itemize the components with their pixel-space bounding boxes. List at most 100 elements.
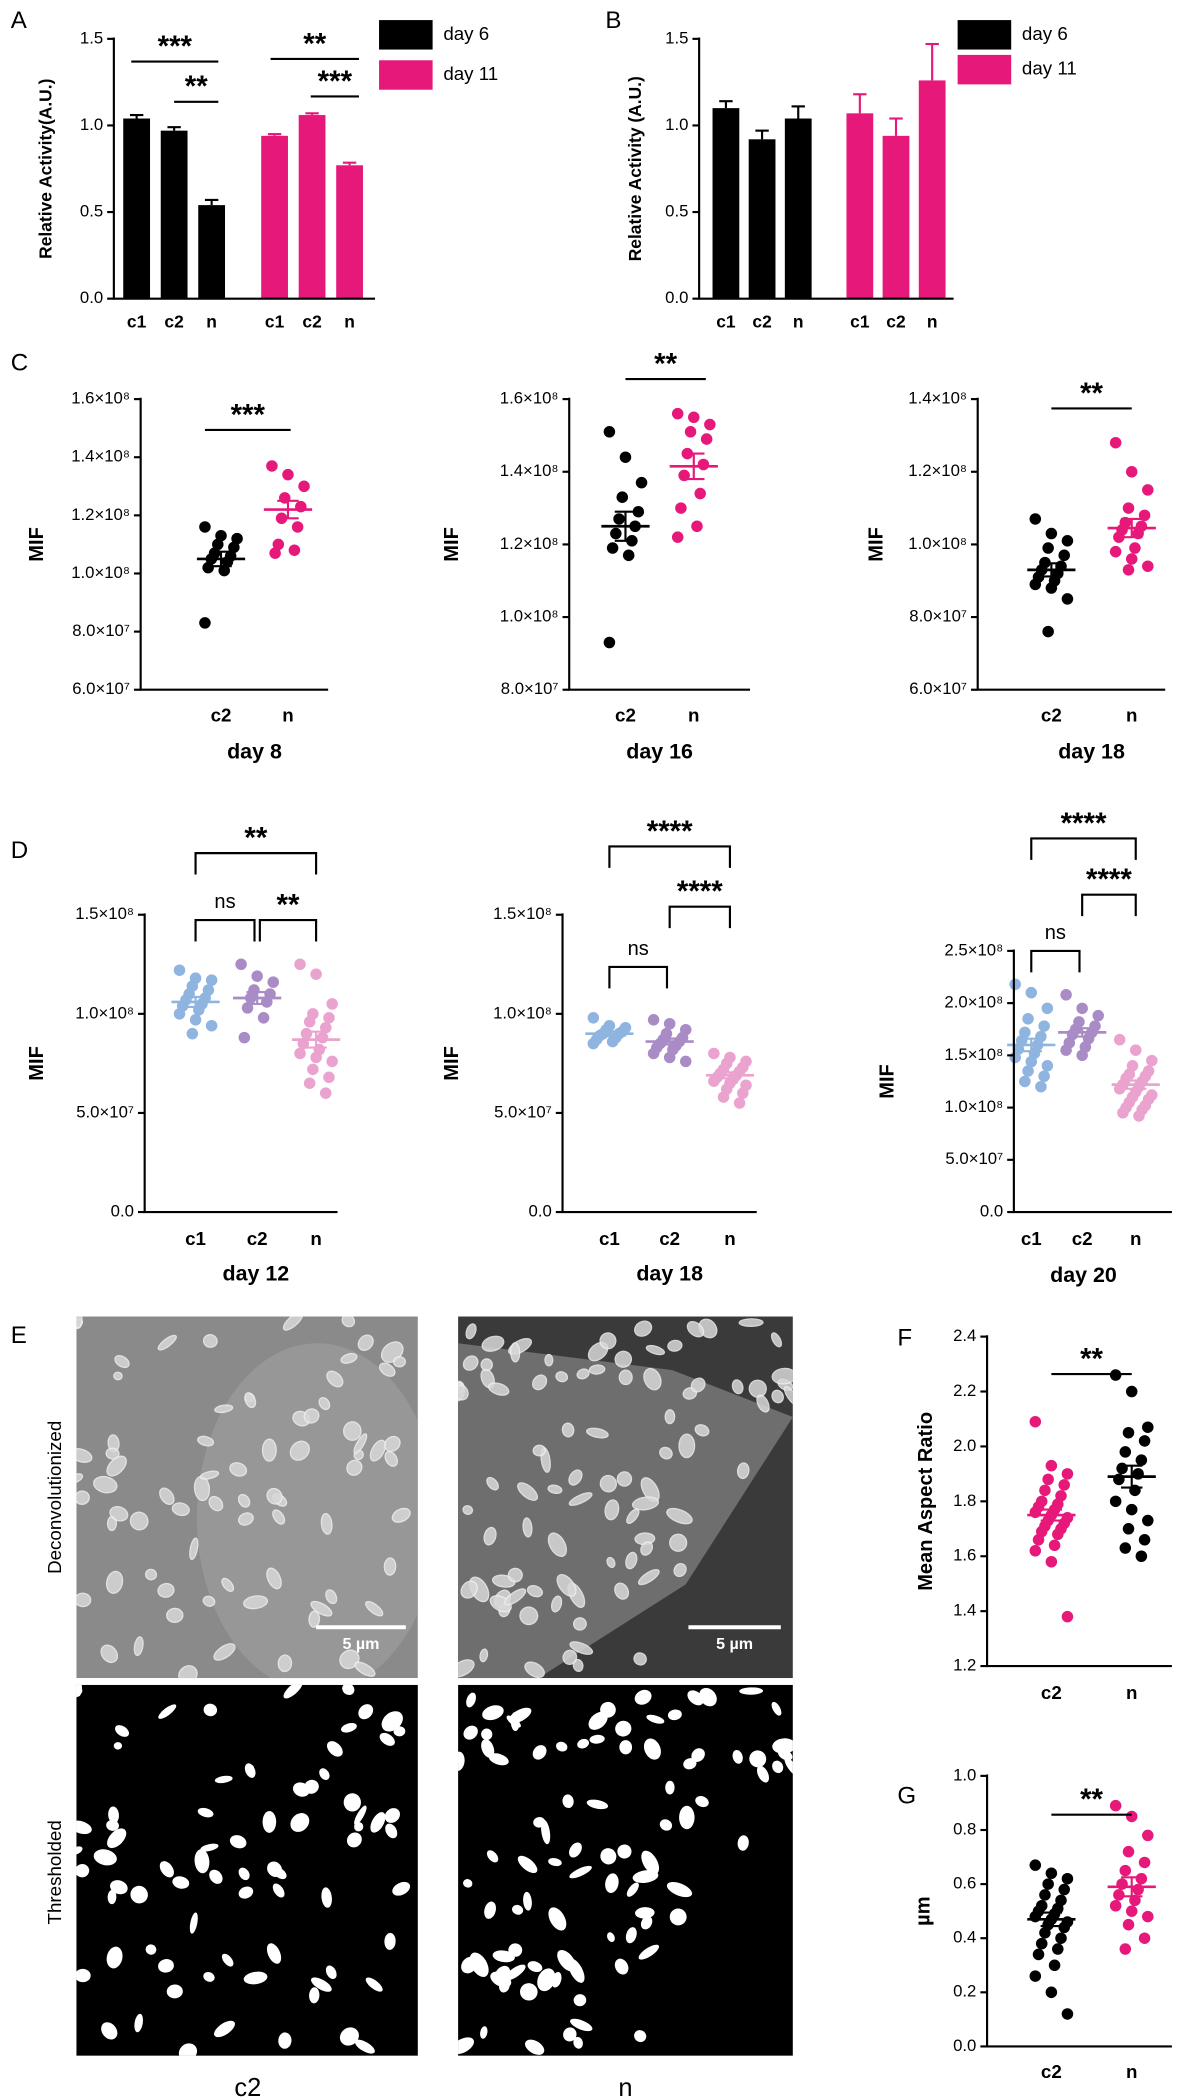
x-tick-label: n — [927, 311, 938, 331]
data-point — [1076, 1049, 1088, 1062]
data-point — [1142, 1421, 1154, 1433]
organelle — [189, 1537, 199, 1561]
x-axis-title: day 12 — [223, 1262, 290, 1286]
organelle — [339, 2027, 359, 2046]
organelle — [461, 1956, 478, 1974]
data-point — [212, 538, 224, 551]
y-tick-label: 1.5 — [665, 28, 688, 47]
data-point — [1146, 1054, 1158, 1067]
organelle — [76, 1684, 82, 1697]
data-point — [679, 1055, 692, 1068]
organelle — [325, 1965, 337, 1980]
data-point — [1039, 1927, 1051, 1939]
organelle — [278, 2032, 292, 2049]
organelle — [512, 1904, 524, 1915]
organelle — [458, 1659, 475, 1678]
x-tick-label: c2 — [1072, 1228, 1093, 1249]
organelle — [646, 1714, 665, 1724]
data-point — [1122, 1918, 1135, 1931]
organelle — [507, 1567, 523, 1583]
organelle — [342, 1684, 355, 1696]
organelle — [683, 1758, 697, 1770]
data-point — [1129, 542, 1141, 554]
data-point — [663, 1051, 676, 1064]
y-axis-label: MIF — [441, 1046, 463, 1081]
data-point — [1138, 1932, 1151, 1944]
organelle — [532, 1745, 547, 1760]
organelle — [266, 1487, 283, 1505]
y-tick-label: 1.2×10⁸ — [500, 534, 559, 553]
organelle — [547, 1532, 567, 1557]
y-tick-label: 8.0×10⁷ — [72, 621, 130, 640]
significance-bracket — [194, 919, 256, 942]
data-point — [1117, 1107, 1129, 1119]
organelle — [679, 1805, 695, 1830]
organelle — [353, 1433, 368, 1455]
data-point — [1022, 1013, 1034, 1025]
data-point — [1038, 1020, 1050, 1032]
data-point — [1122, 564, 1135, 576]
organelle — [110, 1880, 128, 1895]
significance-bracket — [194, 852, 318, 875]
data-point — [1129, 1894, 1141, 1907]
organelle — [76, 1846, 83, 1855]
data-point — [1029, 1415, 1042, 1428]
y-tick-label: 6.0×10⁷ — [909, 679, 967, 698]
y-tick-label: 1.4×10⁸ — [71, 447, 130, 466]
organelle — [486, 1850, 499, 1863]
organelle — [548, 1907, 567, 1931]
organelle — [369, 1439, 387, 1462]
organelle — [93, 1475, 118, 1494]
data-point — [257, 1012, 270, 1024]
organelle — [748, 1379, 767, 1398]
data-point — [1113, 1889, 1125, 1901]
data-point — [1109, 1799, 1122, 1812]
bar — [918, 80, 946, 299]
organelle — [480, 2026, 488, 2039]
column-label: c2 — [234, 2074, 261, 2100]
organelle — [737, 1835, 749, 1851]
y-tick-label: 2.0 — [953, 1436, 976, 1455]
organelle — [384, 1808, 400, 1823]
organelle — [203, 1971, 215, 1982]
data-point — [1138, 1534, 1151, 1546]
organelle — [563, 2027, 577, 2042]
organelle — [616, 1471, 633, 1487]
organelle — [756, 1394, 770, 1413]
organelle — [667, 1709, 682, 1721]
organelle — [481, 1335, 505, 1352]
organelle — [326, 1741, 343, 1757]
data-point — [199, 521, 211, 533]
legend-swatch — [379, 20, 433, 50]
organelle — [659, 1819, 673, 1831]
organelle — [392, 1356, 406, 1368]
y-tick-label: 1.0×10⁸ — [908, 534, 967, 553]
data-point — [700, 433, 713, 445]
organelle — [458, 1384, 469, 1401]
organelle — [214, 1775, 233, 1784]
organelle — [304, 1779, 319, 1794]
organelle — [463, 1725, 478, 1740]
y-tick-label: 1.5×10⁸ — [493, 904, 552, 923]
x-axis-title: day 18 — [1058, 739, 1125, 763]
data-point — [1025, 986, 1038, 999]
axis-line — [143, 913, 338, 1214]
organelle — [625, 1551, 638, 1570]
data-point — [603, 636, 616, 649]
organelle — [340, 1352, 358, 1364]
organelle — [525, 2039, 545, 2055]
data-point — [300, 1027, 313, 1040]
organelle — [76, 1448, 93, 1463]
data-point — [323, 1012, 335, 1024]
organelle — [76, 1592, 92, 1608]
organelle — [113, 1742, 123, 1750]
organelle — [482, 1705, 504, 1721]
x-axis-title: day 18 — [636, 1262, 703, 1286]
data-point — [691, 520, 703, 533]
data-point — [697, 458, 710, 471]
organelle — [783, 1385, 793, 1407]
data-point — [603, 426, 616, 438]
organelle — [199, 1470, 220, 1480]
data-point — [1133, 1110, 1145, 1122]
y-axis-label: µm — [912, 1896, 934, 1925]
